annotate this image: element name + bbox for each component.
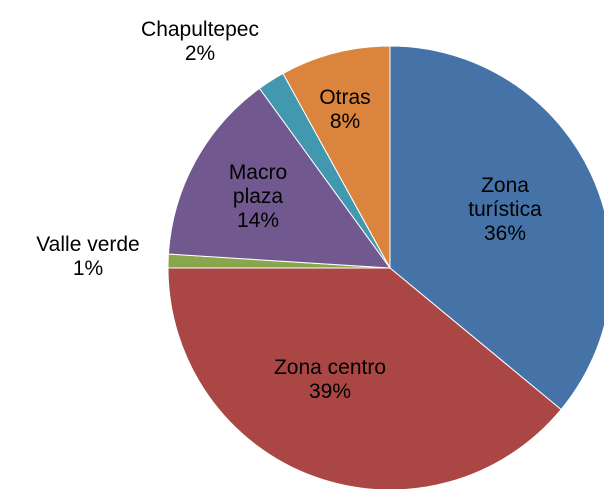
category-label: Zona centro bbox=[273, 356, 387, 379]
value-label: 1% bbox=[72, 257, 104, 280]
category-label: Chapultepec bbox=[141, 18, 259, 41]
slice-label: Zona centro 39% bbox=[240, 356, 420, 404]
category-label: Zona turística bbox=[468, 174, 542, 221]
slice bbox=[167, 87, 392, 269]
value-label: 8% bbox=[329, 110, 361, 133]
slice bbox=[389, 45, 604, 411]
slice-label: Macro plaza 14% bbox=[213, 161, 303, 233]
slice-label: Valle verde 1% bbox=[8, 233, 168, 281]
slice-label: Zona turística 36% bbox=[450, 174, 560, 246]
slice-label: Chapultepec 2% bbox=[130, 18, 270, 66]
slice bbox=[282, 45, 391, 269]
value-label: 2% bbox=[184, 42, 216, 65]
value-label: 39% bbox=[308, 380, 352, 403]
category-label: Macro plaza bbox=[228, 161, 288, 208]
category-label: Otras bbox=[319, 86, 371, 109]
value-label: 14% bbox=[236, 209, 280, 232]
slice-label: Otras 8% bbox=[310, 86, 380, 134]
value-label: 36% bbox=[483, 222, 527, 245]
slice bbox=[167, 267, 562, 489]
category-label: Valle verde bbox=[36, 233, 140, 256]
